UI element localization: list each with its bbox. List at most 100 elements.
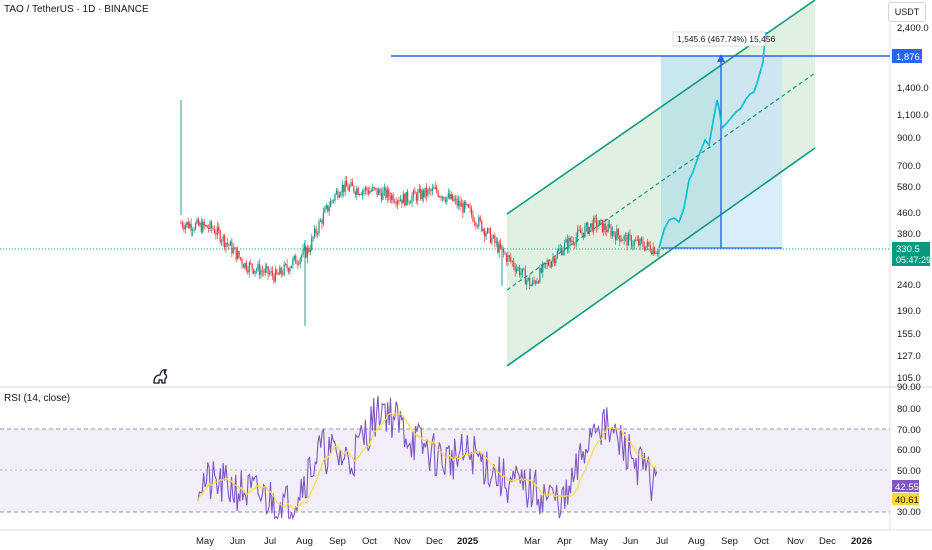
candle-body: [225, 242, 227, 248]
candle-body: [395, 202, 397, 204]
candle-body: [379, 189, 381, 193]
candle-body: [421, 190, 423, 200]
candle-body: [516, 268, 518, 272]
candle-body: [314, 228, 316, 237]
candle-body: [559, 248, 561, 250]
candle-body: [542, 263, 544, 273]
candle-body: [412, 190, 415, 197]
candle-body: [527, 277, 529, 280]
candle-body: [229, 241, 231, 246]
candle-body: [531, 280, 534, 286]
candle-body: [545, 262, 547, 265]
interval[interactable]: 1D: [82, 4, 96, 15]
candle-body: [340, 192, 342, 196]
candle-body: [334, 194, 336, 201]
candle-body: [624, 235, 627, 237]
candle-body: [626, 235, 628, 246]
candle-body: [658, 249, 660, 254]
candle-body: [383, 187, 386, 191]
candle-body: [199, 222, 201, 226]
symbol-name[interactable]: TAO / TetherUS: [4, 4, 74, 15]
price-axis[interactable]: 2,400.0 1,400.0 1,100.0 900.0 700.0 580.…: [897, 23, 929, 384]
candle-body: [434, 187, 436, 189]
candle-body: [649, 245, 651, 252]
header-sep: ·: [98, 4, 105, 15]
candle-body: [508, 255, 510, 258]
rsi-tick: 80.00: [897, 404, 921, 415]
candle-body: [183, 226, 185, 230]
rsi-ma-line: [197, 412, 658, 510]
candle-body: [452, 194, 454, 201]
candle-body: [276, 269, 278, 274]
candle-body: [302, 248, 304, 256]
candle-body: [315, 228, 317, 234]
currency-button[interactable]: USDT: [888, 2, 926, 22]
time-tick: Dec: [819, 536, 836, 547]
time-tick: Apr: [557, 536, 572, 547]
rsi-tick: 90.00: [897, 382, 921, 393]
candle-body: [251, 263, 253, 270]
candle-body: [285, 264, 287, 265]
candle-body: [566, 239, 569, 249]
candle-body: [652, 247, 654, 255]
candle-body: [640, 238, 643, 241]
candle-body: [222, 235, 224, 242]
candle-body: [292, 258, 294, 266]
candle-body: [579, 230, 582, 234]
candle-body: [296, 263, 298, 265]
candle-body: [481, 220, 483, 232]
candle-body: [402, 194, 404, 204]
price-tick: 155.0: [897, 329, 921, 340]
candle-body: [651, 251, 653, 255]
candle-body: [351, 182, 354, 186]
time-tick: Jun: [230, 536, 245, 547]
tradingview-logo-icon[interactable]: [151, 366, 171, 386]
candle-body: [577, 229, 579, 237]
candle-body: [239, 257, 242, 260]
chart-header[interactable]: TAO / TetherUS · 1D · BINANCE: [4, 4, 149, 15]
candle-body: [235, 247, 237, 260]
candle-body: [638, 239, 640, 246]
channel-lower-line[interactable]: [506, 147, 816, 367]
candle-body: [312, 236, 314, 238]
candle-body: [486, 228, 489, 234]
candle-body: [565, 239, 567, 243]
candle-body: [504, 252, 506, 255]
candle-body: [611, 231, 614, 237]
candle-body: [271, 271, 274, 276]
time-tick: Aug: [688, 536, 705, 547]
candle-body: [405, 191, 407, 206]
time-tick: 2026: [851, 536, 872, 547]
candle-body: [478, 217, 480, 227]
candle-body: [654, 247, 656, 254]
rsi-title[interactable]: RSI (14, close): [4, 393, 71, 404]
candle-body: [642, 240, 644, 247]
rsi-value-tag: [892, 480, 919, 492]
candle-body: [221, 241, 223, 243]
candle-body: [332, 200, 335, 201]
candle-body: [306, 247, 309, 258]
candle-body: [337, 190, 339, 198]
candle-body: [286, 264, 288, 269]
rsi-axis[interactable]: 90.00 80.00 70.00 60.00 50.00 30.00: [897, 382, 921, 518]
candle-body: [620, 240, 622, 242]
time-axis[interactable]: May Jun Jul Aug Sep Oct Nov Dec 2025 Mar…: [196, 536, 872, 547]
candle-body: [456, 198, 458, 206]
candle-body: [604, 223, 606, 231]
candle-body: [255, 269, 258, 271]
candle-body: [616, 229, 618, 241]
candle-body: [552, 257, 554, 262]
candle-body: [193, 229, 195, 231]
candle-body: [439, 196, 441, 198]
time-tick: Aug: [296, 536, 313, 547]
price-tick: 380.0: [897, 229, 921, 240]
candle-body: [282, 273, 284, 275]
candle-body: [489, 228, 492, 243]
candle-body: [330, 201, 332, 208]
candle-body: [457, 200, 460, 206]
candle-body: [356, 188, 358, 195]
candle-body: [568, 237, 570, 249]
candle-body: [234, 247, 236, 249]
candle-body: [632, 245, 634, 247]
